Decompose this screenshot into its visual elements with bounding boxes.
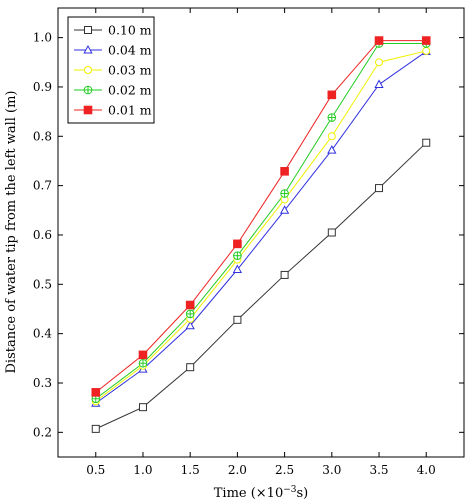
marker-circle (327, 132, 336, 141)
data-point (91, 394, 101, 404)
marker-square (375, 184, 384, 193)
data-point (280, 270, 289, 279)
x-tick-label: 1.0 (133, 463, 152, 477)
marker-square (280, 270, 289, 279)
series-line (95, 51, 427, 404)
x-tick-label: 3.0 (322, 463, 341, 477)
marker-square-filled (233, 239, 242, 249)
data-point (327, 145, 337, 154)
data-point (91, 388, 101, 397)
marker-square-filled (91, 388, 101, 397)
legend: 0.10 m 0.04 m 0.03 m 0.02 m 0.01 m (67, 16, 155, 124)
marker-square (91, 424, 100, 433)
x-tick-label: 2.0 (228, 463, 247, 477)
marker-triangle (185, 320, 195, 330)
data-point (233, 315, 242, 324)
data-point (375, 58, 384, 67)
marker-circle (375, 58, 384, 67)
data-point (279, 205, 290, 214)
marker-square (84, 26, 92, 34)
marker-triangle (327, 145, 337, 154)
data-point (233, 251, 242, 260)
data-point (375, 184, 384, 193)
marker-triangle (374, 79, 384, 88)
y-axis-title: Distance of water tip from the left wall… (4, 90, 19, 373)
data-point (374, 36, 384, 45)
marker-square-filled (327, 90, 337, 100)
plot-frame (57, 7, 465, 458)
data-point (422, 138, 431, 147)
data-point (186, 363, 195, 372)
data-point (422, 46, 431, 55)
data-point (327, 90, 337, 100)
legend-label: 0.02 m (108, 83, 152, 98)
series-markers (91, 36, 431, 433)
marker-triangle (279, 205, 290, 214)
x-tick-label: 3.5 (369, 463, 388, 477)
marker-square (422, 138, 431, 147)
x-axis-title: Time (×10−3s) (214, 485, 309, 501)
marker-square-filled (421, 36, 431, 45)
marker-square (233, 315, 242, 324)
marker-triangle (232, 264, 243, 274)
data-point (233, 239, 242, 249)
legend-label: 0.03 m (108, 63, 152, 78)
marker-square-filled (185, 300, 195, 310)
y-tick-label: 0.6 (33, 228, 52, 242)
data-point (232, 264, 243, 274)
legend-marker (83, 85, 93, 95)
marker-square (186, 363, 195, 372)
marker-circle (422, 46, 431, 55)
y-tick-label: 0.9 (33, 80, 52, 94)
y-tick-label: 0.5 (33, 277, 52, 291)
data-point (327, 113, 337, 122)
series-line (95, 50, 427, 402)
y-tick-label: 0.8 (33, 129, 52, 143)
legend-marker (84, 26, 92, 34)
legend-marker (83, 105, 93, 115)
data-point (138, 350, 148, 360)
marker-square (327, 228, 336, 237)
data-point (280, 167, 289, 176)
data-point (138, 403, 147, 412)
x-tick-label: 2.5 (275, 463, 294, 477)
y-tick-label: 0.4 (33, 327, 52, 341)
data-point (185, 309, 195, 319)
marker-square-filled (83, 105, 93, 115)
data-point (280, 189, 289, 198)
marker-circle (84, 66, 92, 74)
axis-ticks: 0.5 1.0 1.5 2.0 2.5 3.0 3.5 4.0 0.2 0.3 0.4 0.5 0.6 0… (33, 8, 464, 477)
data-point (374, 79, 384, 88)
data-point (185, 320, 195, 330)
data-point (185, 300, 195, 310)
x-tick-label: 0.5 (86, 463, 105, 477)
legend-label: 0.01 m (108, 103, 152, 118)
data-point (138, 358, 148, 368)
y-tick-label: 0.3 (33, 376, 52, 390)
marker-square-filled (138, 350, 148, 360)
data-point (327, 228, 336, 237)
series-line (95, 40, 427, 393)
legend-marker (84, 66, 92, 74)
legend-label: 0.04 m (108, 43, 152, 58)
series-line (95, 43, 427, 400)
legend-label: 0.10 m (108, 23, 152, 38)
marker-square-filled (374, 36, 384, 45)
y-tick-label: 1.0 (33, 31, 52, 45)
series-lines (95, 40, 427, 430)
x-tick-label: 1.5 (181, 463, 200, 477)
data-point (421, 36, 431, 45)
legend-marker (83, 44, 93, 54)
x-tick-label: 4.0 (417, 463, 436, 477)
series-line (95, 142, 427, 430)
marker-triangle (83, 44, 93, 54)
y-tick-label: 0.2 (33, 425, 52, 439)
marker-square-filled (280, 167, 289, 176)
data-point (91, 424, 100, 433)
data-point (327, 132, 336, 141)
marker-square (138, 403, 147, 412)
y-tick-label: 0.7 (33, 179, 52, 193)
